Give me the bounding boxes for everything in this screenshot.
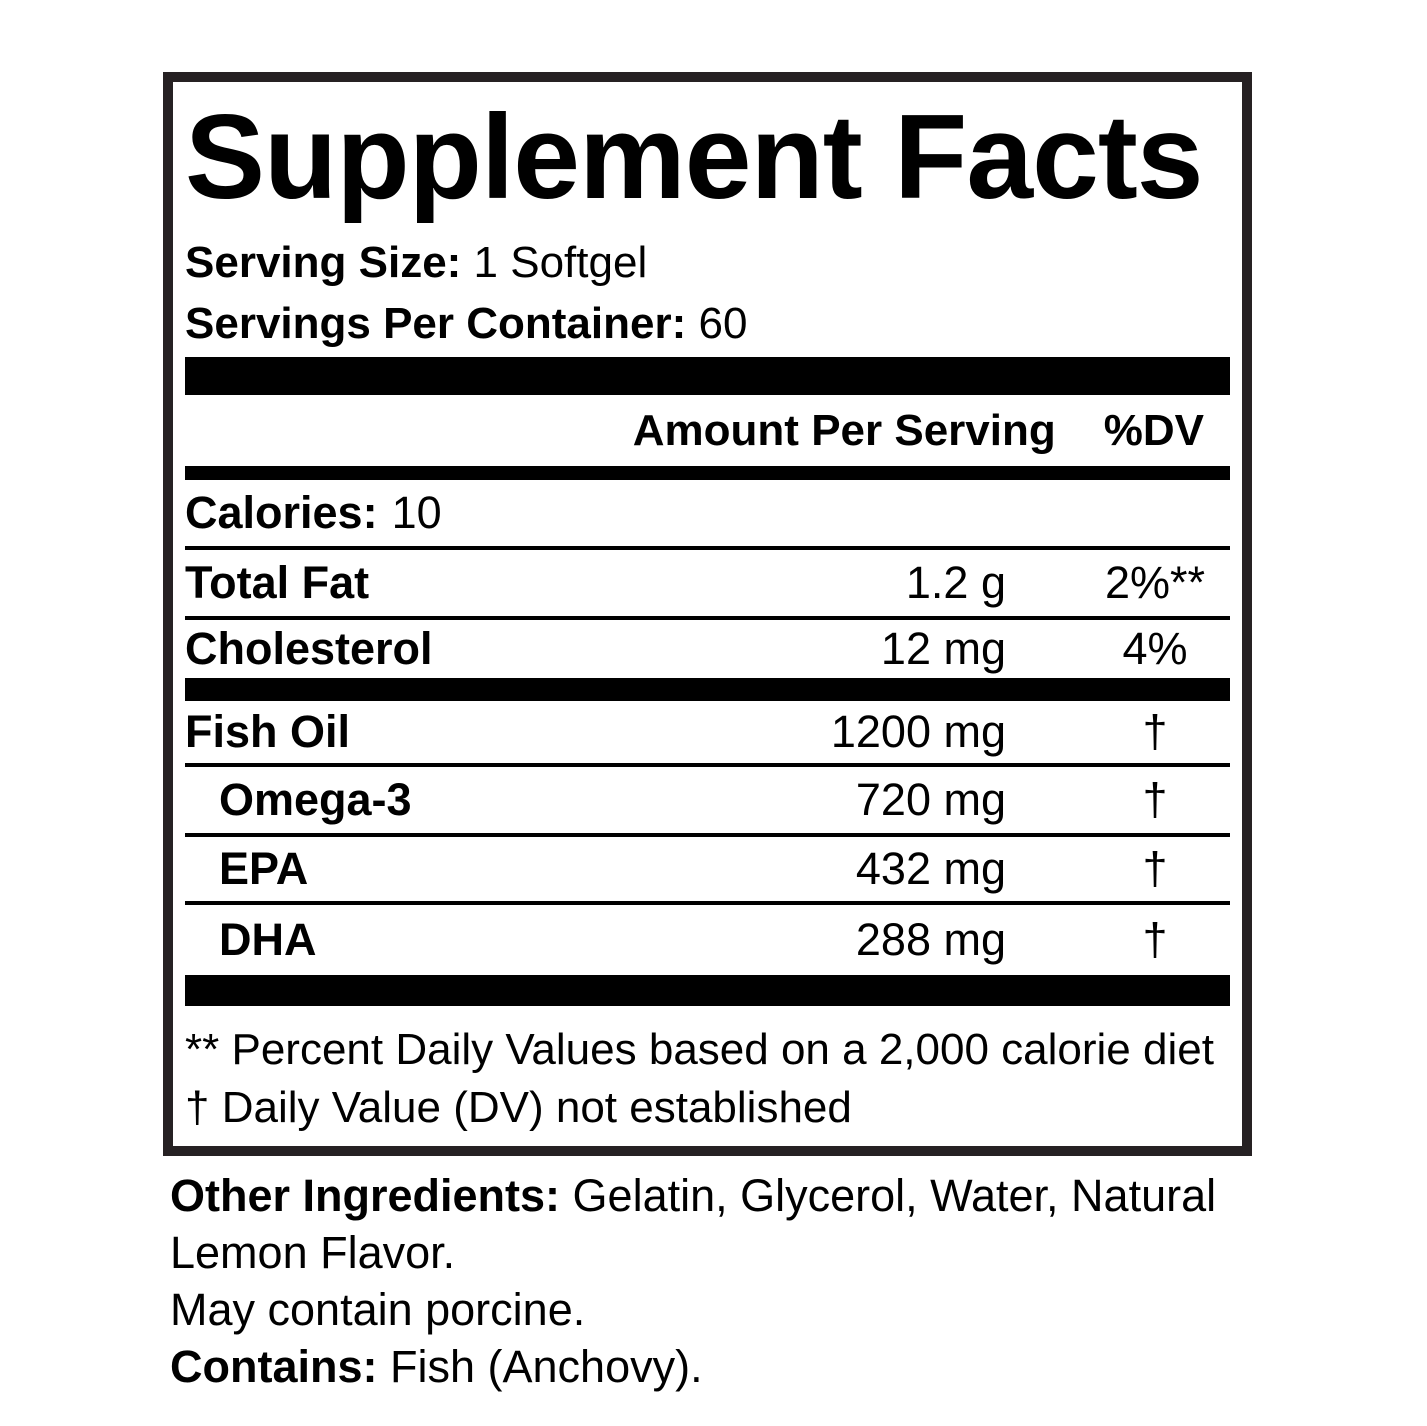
row-separator: [185, 763, 1230, 767]
row-separator: [185, 901, 1230, 905]
nutrient-row-fish-oil: Fish Oil 1200 mg †: [185, 701, 1230, 763]
nutrient-dv: †: [1142, 843, 1168, 894]
nutrient-amount: 432 mg: [855, 843, 1006, 894]
servings-per-container-label: Servings Per Container:: [185, 299, 699, 348]
nutrient-name: EPA: [219, 843, 309, 894]
panel-title: Supplement Facts: [185, 90, 1204, 224]
nutrient-row-epa: EPA 432 mg †: [185, 837, 1230, 901]
footnote-percent-dv: ** Percent Daily Values based on a 2,000…: [185, 1025, 1214, 1074]
nutrient-dv: †: [1142, 774, 1168, 825]
other-ingredients-block: Other Ingredients: Gelatin, Glycerol, Wa…: [170, 1167, 1255, 1395]
nutrient-name: Cholesterol: [185, 623, 433, 674]
row-separator: [185, 546, 1230, 550]
nutrient-name: Fish Oil: [185, 706, 351, 757]
serving-size-label: Serving Size:: [185, 238, 474, 287]
other-ingredients-value: Gelatin, Glycerol, Water, Natural Lemon …: [170, 1170, 1217, 1278]
footnotes: ** Percent Daily Values based on a 2,000…: [185, 1006, 1230, 1137]
contains-value: Fish (Anchovy).: [390, 1341, 703, 1392]
nutrient-row-cholesterol: Cholesterol 12 mg 4%: [185, 620, 1230, 678]
servings-per-container-value: 60: [698, 299, 748, 348]
nutrient-dv: 4%: [1122, 623, 1188, 674]
nutrient-name: Total Fat: [185, 557, 370, 608]
nutrient-dv: †: [1142, 706, 1168, 757]
nutrient-dv: 2%**: [1104, 557, 1206, 608]
nutrient-amount: 288 mg: [855, 914, 1006, 965]
other-ingredients-text: Other Ingredients: Gelatin, Glycerol, Wa…: [170, 1167, 1255, 1281]
servings-per-container-line: Servings Per Container: 60: [185, 293, 1230, 354]
amount-per-serving-header: Amount Per Serving: [632, 405, 1056, 455]
nutrient-amount: 1.2 g: [905, 557, 1006, 608]
may-contain-text: May contain porcine.: [170, 1284, 586, 1335]
nutrient-name: Omega-3: [219, 774, 412, 825]
medium-divider-bar-header: [185, 466, 1230, 480]
other-ingredients-label: Other Ingredients:: [170, 1170, 573, 1221]
nutrient-amount: 1200 mg: [830, 706, 1006, 757]
calories-row: Calories: 10: [185, 480, 1230, 546]
nutrient-row-dha: DHA 288 mg †: [185, 905, 1230, 975]
calories-value: 10: [391, 487, 442, 538]
nutrient-name: DHA: [219, 914, 317, 965]
nutrient-amount: 720 mg: [855, 774, 1006, 825]
row-separator: [185, 833, 1230, 837]
thick-divider-bar-middle: [185, 678, 1230, 701]
thick-divider-bar-top: [185, 357, 1230, 395]
serving-size-line: Serving Size: 1 Softgel: [185, 232, 1230, 293]
column-header-row: Amount Per Serving %DV: [185, 395, 1230, 466]
contains-text: Contains: Fish (Anchovy).: [170, 1338, 1255, 1395]
serving-size-value: 1 Softgel: [473, 238, 648, 287]
contains-label: Contains:: [170, 1341, 390, 1392]
footnote-dagger: † Daily Value (DV) not established: [185, 1083, 852, 1132]
nutrient-row-total-fat: Total Fat 1.2 g 2%**: [185, 550, 1230, 616]
nutrient-dv: †: [1142, 914, 1168, 965]
nutrient-amount: 12 mg: [880, 623, 1006, 674]
thick-divider-bar-bottom: [185, 975, 1230, 1006]
supplement-facts-panel: Supplement Facts Serving Size: 1 Softgel…: [163, 72, 1252, 1156]
row-separator: [185, 616, 1230, 620]
calories-label: Calories:: [185, 487, 378, 538]
percent-dv-header: %DV: [1103, 405, 1204, 455]
nutrient-row-omega-3: Omega-3 720 mg †: [185, 767, 1230, 833]
